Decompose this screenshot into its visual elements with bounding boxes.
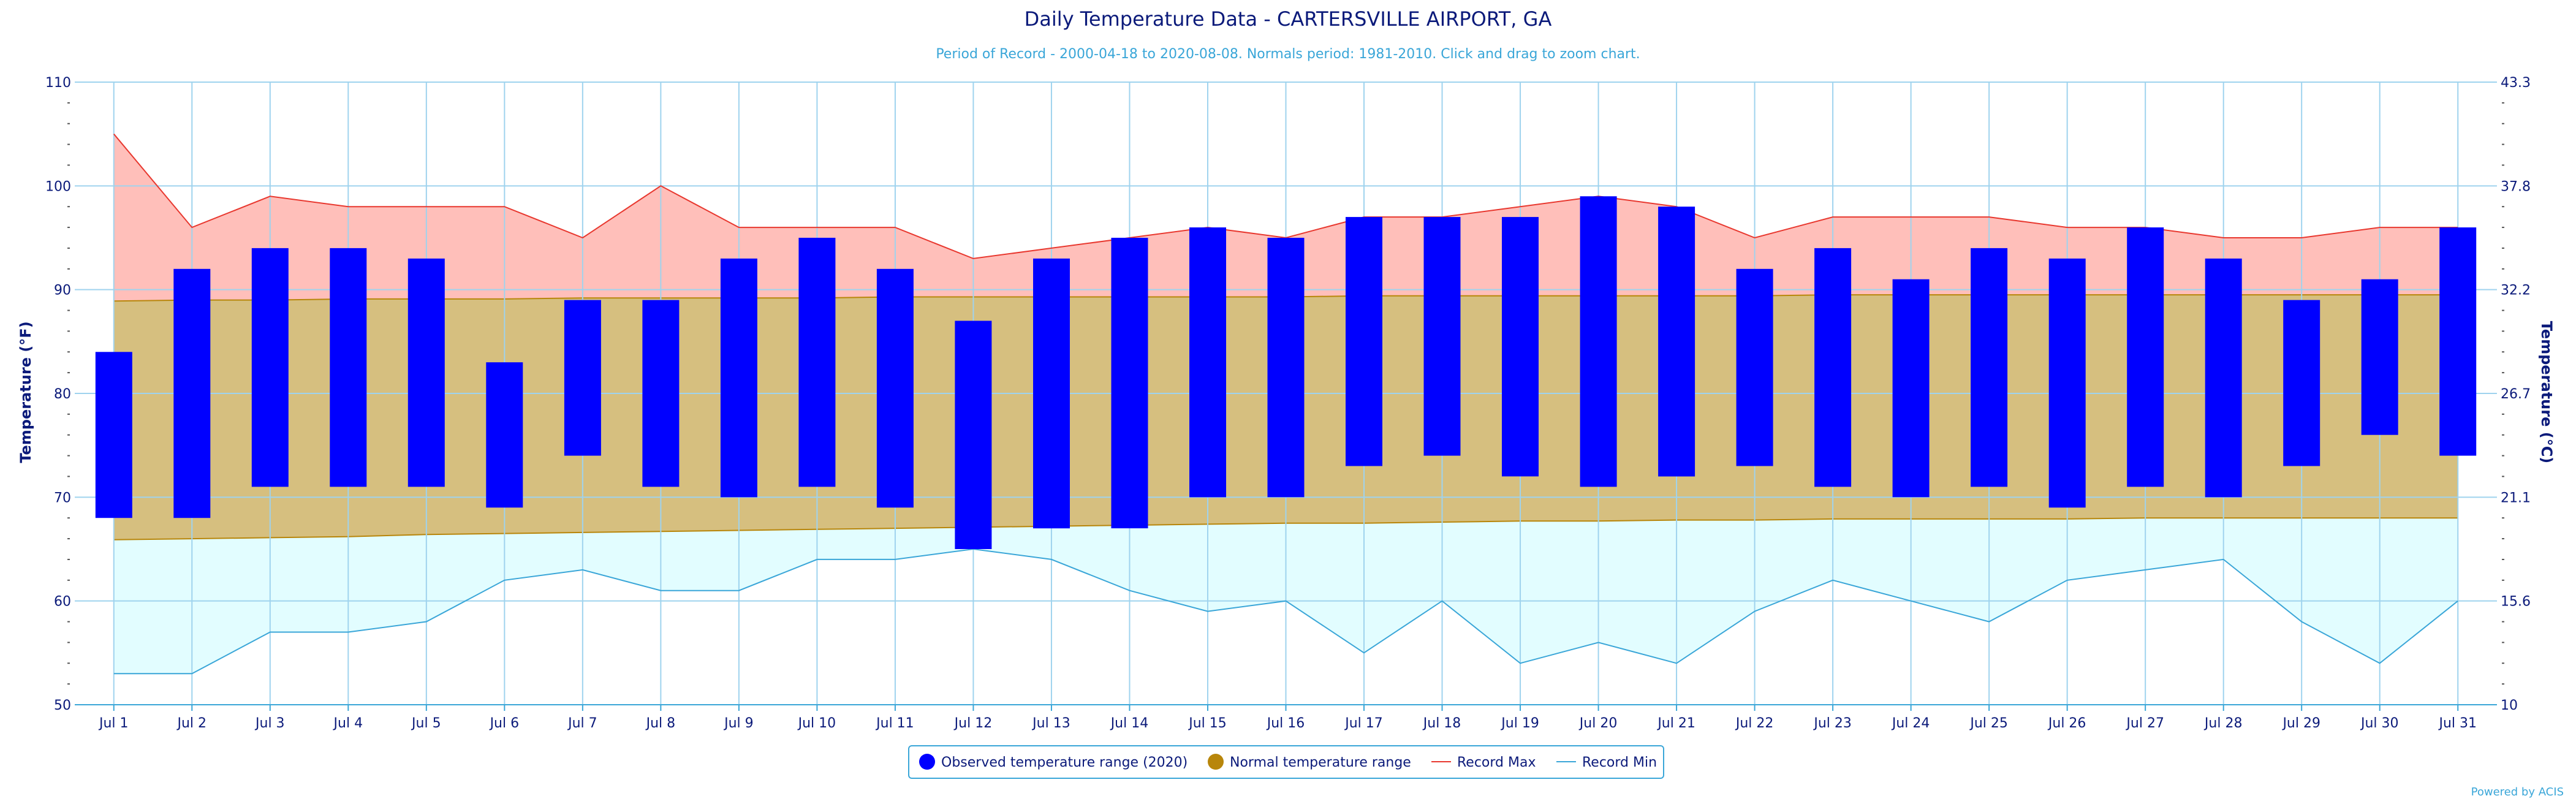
y-tick-label-right: 26.7 — [2501, 387, 2531, 402]
legend: Observed temperature range (2020) Normal … — [908, 745, 1664, 779]
x-tick-label: Jul 8 — [645, 716, 676, 731]
x-tick-label: Jul 2 — [176, 716, 207, 731]
x-tick-label: Jul 13 — [1031, 716, 1070, 731]
observed-bar — [486, 362, 523, 508]
observed-bar — [1267, 238, 1305, 498]
observed-bar — [2205, 258, 2242, 498]
y-tick-label-right: 15.6 — [2501, 594, 2531, 610]
observed-bar — [173, 268, 211, 518]
x-tick-label: Jul 3 — [254, 716, 285, 731]
legend-observed-marker — [919, 754, 935, 770]
observed-bar — [251, 248, 289, 487]
x-tick-label: Jul 7 — [567, 716, 597, 731]
observed-bar — [1033, 258, 1070, 529]
y-tick-label-left: 50 — [54, 698, 71, 713]
observed-bar — [407, 258, 445, 487]
x-tick-label: Jul 15 — [1188, 716, 1227, 731]
x-tick-label: Jul 21 — [1656, 716, 1695, 731]
x-tick-label: Jul 12 — [953, 716, 993, 731]
x-tick-label: Jul 5 — [411, 716, 441, 731]
y-tick-label-left: 100 — [45, 179, 71, 194]
x-tick-label: Jul 17 — [1344, 716, 1383, 731]
y-tick-label-left: 80 — [54, 387, 71, 402]
legend-normal-marker — [1208, 754, 1224, 770]
x-tick-label: Jul 16 — [1266, 716, 1305, 731]
x-tick-label: Jul 26 — [2047, 716, 2086, 731]
y-tick-label-left: 60 — [54, 594, 71, 610]
credit-link[interactable]: Powered by ACIS — [2471, 786, 2564, 798]
observed-bar — [1892, 279, 1930, 498]
observed-bar — [1658, 207, 1695, 477]
x-tick-label: Jul 9 — [723, 716, 754, 731]
observed-bars — [95, 196, 2477, 549]
x-tick-label: Jul 27 — [2125, 716, 2164, 731]
legend-observed-label: Observed temperature range (2020) — [941, 755, 1188, 770]
x-tick-label: Jul 25 — [1969, 716, 2008, 731]
x-tick-label: Jul 24 — [1891, 716, 1930, 731]
y-tick-label-right: 32.2 — [2501, 283, 2531, 298]
axes: 50 10 60 15.6 70 21.1 80 26.7 90 32.2 100 37.8 110 43… — [45, 75, 2531, 731]
x-tick-label: Jul 18 — [1422, 716, 1461, 731]
legend-record-max-label: Record Max — [1457, 755, 1536, 770]
observed-bar — [720, 258, 757, 498]
observed-bar — [2439, 227, 2477, 456]
observed-bar — [1502, 217, 1539, 477]
observed-bar — [2361, 279, 2398, 435]
observed-bar — [955, 320, 992, 549]
x-tick-label: Jul 22 — [1735, 716, 1774, 731]
observed-bar — [330, 248, 367, 487]
x-tick-label: Jul 31 — [2438, 716, 2477, 731]
x-tick-label: Jul 6 — [489, 716, 520, 731]
y-tick-label-left: 110 — [45, 75, 71, 91]
x-tick-label: Jul 4 — [333, 716, 363, 731]
observed-bar — [564, 300, 601, 456]
observed-bar — [2048, 258, 2086, 508]
y-axis-title-right: Temperature (°C) — [2538, 321, 2555, 464]
x-tick-label: Jul 20 — [1578, 716, 1618, 731]
observed-bar — [2283, 300, 2320, 466]
observed-bar — [1111, 238, 1148, 529]
observed-bar — [798, 238, 836, 487]
x-tick-label: Jul 14 — [1110, 716, 1149, 731]
y-tick-label-right: 37.8 — [2501, 179, 2531, 194]
chart-title: Daily Temperature Data - CARTERSVILLE AI… — [1025, 7, 1552, 31]
x-tick-label: Jul 1 — [98, 716, 129, 731]
x-tick-label: Jul 23 — [1813, 716, 1852, 731]
observed-bar — [95, 352, 132, 518]
y-tick-label-right: 10 — [2501, 698, 2518, 713]
y-tick-label-left: 90 — [54, 283, 71, 298]
observed-bar — [1971, 248, 2008, 487]
x-tick-label: Jul 28 — [2203, 716, 2243, 731]
observed-bar — [2127, 227, 2164, 487]
observed-bar — [1346, 217, 1382, 466]
observed-bar — [642, 300, 680, 487]
x-tick-label: Jul 10 — [797, 716, 836, 731]
observed-bar — [1736, 268, 1773, 466]
observed-bar — [1580, 196, 1617, 487]
x-tick-label: Jul 30 — [2360, 716, 2399, 731]
y-tick-label-right: 43.3 — [2501, 75, 2531, 91]
x-tick-label: Jul 11 — [875, 716, 914, 731]
observed-bar — [876, 268, 914, 508]
record-max-fill — [113, 134, 2458, 302]
x-tick-label: Jul 19 — [1500, 716, 1539, 731]
legend-normal-label: Normal temperature range — [1230, 755, 1411, 770]
y-tick-label-left: 70 — [54, 490, 71, 506]
record-min-line — [113, 548, 2458, 675]
y-axis-title-left: Temperature (°F) — [17, 321, 34, 463]
observed-bar — [1814, 248, 1852, 487]
chart-subtitle: Period of Record - 2000-04-18 to 2020-08… — [936, 47, 1640, 62]
y-tick-label-right: 21.1 — [2501, 490, 2531, 506]
legend-record-min-label: Record Min — [1582, 755, 1657, 770]
observed-bar — [1189, 227, 1226, 498]
record-max-area — [113, 134, 2458, 302]
observed-bar — [1423, 217, 1461, 456]
x-tick-label: Jul 29 — [2281, 716, 2320, 731]
